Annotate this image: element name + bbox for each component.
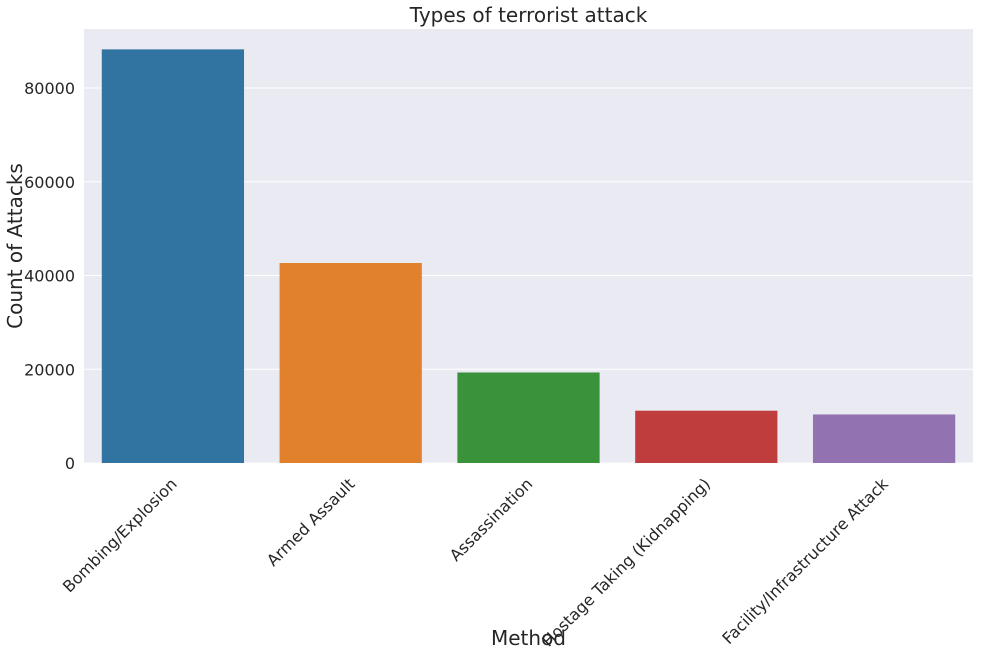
bar-hostage-taking-kidnapping [635, 410, 778, 463]
x-axis-ticks: Bombing/Explosion Armed Assault Assassinat… [59, 474, 893, 651]
y-tick-label: 40000 [24, 267, 75, 286]
bar-bombing-explosion [101, 49, 245, 463]
y-tick-label: 20000 [24, 360, 75, 379]
x-tick-label: Hostage Taking (Kidnapping) [538, 474, 714, 650]
x-axis-label: Method [491, 626, 566, 650]
y-tick-label: 0 [65, 454, 75, 473]
chart-title: Types of terrorist attack [409, 3, 648, 27]
bars [101, 49, 956, 463]
y-tick-label: 60000 [24, 173, 75, 192]
y-tick-label: 80000 [24, 79, 75, 98]
y-axis-label: Count of Attacks [3, 163, 27, 329]
x-tick-label: Armed Assault [263, 474, 359, 570]
y-axis-ticks: 0 20000 40000 60000 80000 [24, 79, 75, 473]
bar-facility-infrastructure-attack [812, 414, 956, 463]
bar-assassination [457, 372, 600, 463]
x-tick-label: Bombing/Explosion [59, 474, 181, 596]
x-tick-label: Facility/Infrastructure Attack [718, 474, 892, 648]
x-tick-label: Assassination [446, 474, 537, 565]
bar-armed-assault [279, 263, 422, 463]
